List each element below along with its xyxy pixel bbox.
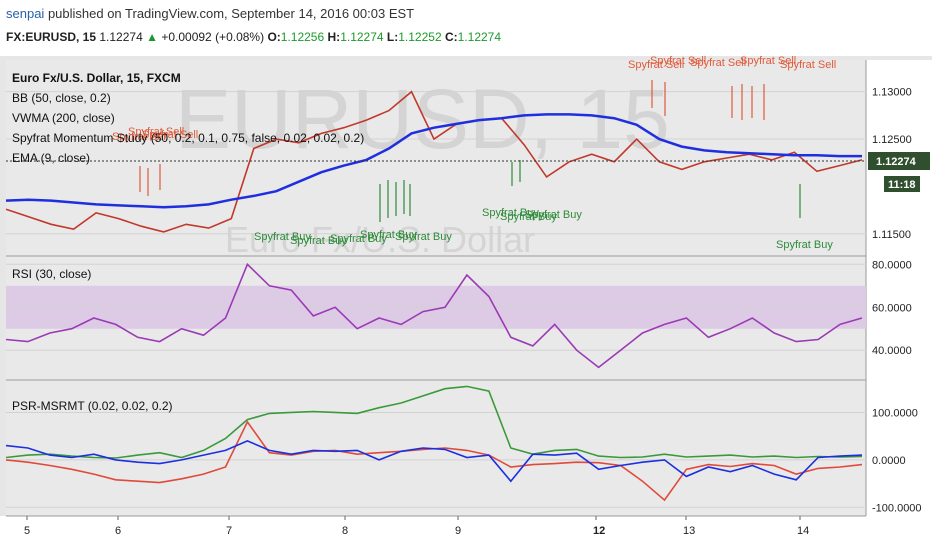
x-tick-label: 7 bbox=[226, 525, 232, 537]
price-pane-title: Euro Fx/U.S. Dollar, 15, FXCM bbox=[12, 71, 181, 85]
signal-label: Spyfrat Sell bbox=[628, 59, 684, 71]
rsi-pane-title[interactable]: RSI (30, close) bbox=[12, 267, 91, 281]
series-line-green[interactable] bbox=[5, 385, 863, 459]
psr-pane-title[interactable]: PSR-MSRMT (0.02, 0.02, 0.2) bbox=[12, 399, 173, 413]
x-tick-label: 9 bbox=[455, 525, 461, 537]
signal-label: Spyfrat Buy bbox=[500, 211, 557, 223]
series-line-price[interactable] bbox=[5, 90, 863, 233]
close-value: 1.12274 bbox=[457, 30, 502, 44]
signal-label: Spyfrat Sell bbox=[142, 129, 198, 141]
change-value: +0.00092 (+0.08%) bbox=[161, 30, 265, 44]
series-line-rsi[interactable] bbox=[5, 262, 863, 369]
series-line-blue[interactable] bbox=[5, 440, 863, 483]
signal-label: Spyfrat Buy bbox=[290, 235, 347, 247]
y-tick-label: 100.0000 bbox=[872, 407, 918, 419]
y-tick-label: 1.13000 bbox=[872, 87, 912, 99]
y-tick-label: 40.0000 bbox=[872, 345, 912, 357]
last-price-tag-bg bbox=[868, 152, 930, 170]
signal-label: Spyfrat Buy bbox=[395, 231, 452, 243]
signal-label: Spyfrat Buy bbox=[330, 233, 387, 245]
signal-label: Spyfrat Sell bbox=[112, 131, 168, 143]
y-tick-label: -100.0000 bbox=[872, 502, 922, 514]
y-tick-label: 1.12500 bbox=[872, 134, 912, 146]
low-value: 1.12252 bbox=[398, 30, 442, 44]
time-axis[interactable] bbox=[0, 516, 932, 550]
x-tick-label: 13 bbox=[683, 525, 695, 537]
price-axis[interactable] bbox=[866, 60, 932, 516]
signal-label: Spyfrat Buy bbox=[360, 229, 417, 241]
high-value: 1.12274 bbox=[340, 30, 384, 44]
signal-label: Spyfrat Buy bbox=[482, 207, 539, 219]
signal-label: Spyfrat Buy bbox=[525, 209, 582, 221]
last-price-tag: 1.12274 bbox=[876, 156, 917, 168]
close-label: C: bbox=[444, 30, 458, 44]
indicator-spyfrat[interactable]: Spyfrat Momentum Study (50, 0.2, 0.1, 0.… bbox=[12, 131, 364, 145]
publish-text: published on TradingView.com, September … bbox=[47, 6, 415, 21]
price-series bbox=[5, 90, 866, 235]
symbol-label: FX:EURUSD, 15 bbox=[6, 30, 97, 44]
header: senpai published on TradingView.com, Sep… bbox=[0, 0, 932, 56]
signal-label: Spyfrat Sell bbox=[690, 57, 746, 69]
y-tick-label: 60.0000 bbox=[872, 302, 912, 314]
x-tick-label: 12 bbox=[593, 525, 605, 537]
x-tick-label: 14 bbox=[797, 525, 809, 537]
psr-series bbox=[5, 385, 866, 508]
chart-area[interactable]: EURUSD, 15 Euro Fx/U.S. Dollar 1.13000 1.… bbox=[0, 55, 932, 550]
series-line-vwma[interactable] bbox=[5, 113, 862, 209]
countdown-tag-bg bbox=[884, 176, 920, 192]
signal-label: Spyfrat Sell bbox=[780, 59, 836, 71]
publish-line: senpai published on TradingView.com, Sep… bbox=[6, 6, 414, 21]
y-tick-label: 1.11500 bbox=[872, 229, 911, 241]
x-tick-label: 5 bbox=[24, 525, 30, 537]
y-tick-label: 0.0000 bbox=[872, 455, 906, 467]
signal-label: Spyfrat Sell bbox=[128, 126, 184, 138]
watermark-symbol: EURUSD, 15 bbox=[175, 72, 670, 166]
ohlc-line: FX:EURUSD, 15 1.12274 ▲ +0.00092 (+0.08%… bbox=[6, 30, 501, 44]
watermark-name: Euro Fx/U.S. Dollar bbox=[225, 219, 535, 260]
signal-label: Spyfrat Buy bbox=[776, 239, 833, 251]
y-tick-label: 80.0000 bbox=[872, 259, 912, 271]
up-arrow-icon: ▲ bbox=[146, 30, 158, 44]
high-label: H: bbox=[327, 30, 341, 44]
signal-label: Spyfrat Sell bbox=[740, 56, 796, 67]
countdown-tag: 11:18 bbox=[888, 179, 916, 191]
indicator-vwma[interactable]: VWMA (200, close) bbox=[12, 111, 115, 125]
open-label: O: bbox=[267, 30, 281, 44]
low-label: L: bbox=[386, 30, 399, 44]
axis-ticks: 1.130001.125001.1150080.000060.000040.00… bbox=[24, 87, 922, 537]
indicator-ema[interactable]: EMA (9, close) bbox=[12, 151, 90, 165]
rsi-series bbox=[5, 262, 866, 369]
x-tick-label: 6 bbox=[115, 525, 121, 537]
open-value: 1.12256 bbox=[280, 30, 325, 44]
signal-label: Spyfrat Buy bbox=[254, 231, 311, 243]
last-price: 1.12274 bbox=[99, 30, 143, 44]
x-tick-label: 8 bbox=[342, 525, 348, 537]
indicator-bb[interactable]: BB (50, close, 0.2) bbox=[12, 91, 111, 105]
chart-svg[interactable]: EURUSD, 15 Euro Fx/U.S. Dollar 1.13000 1.… bbox=[0, 55, 932, 550]
signal-label: Spyfrat Sell bbox=[650, 56, 706, 67]
author-link[interactable]: senpai bbox=[6, 6, 45, 21]
